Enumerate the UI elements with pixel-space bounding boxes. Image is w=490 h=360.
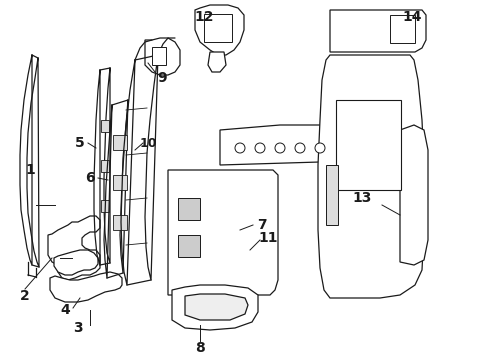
Text: 8: 8 <box>195 341 205 355</box>
Text: 2: 2 <box>20 289 30 303</box>
Text: 3: 3 <box>73 321 83 335</box>
Text: 13: 13 <box>352 191 372 205</box>
Bar <box>326 165 338 225</box>
Polygon shape <box>101 200 109 212</box>
Text: 14: 14 <box>402 10 422 24</box>
Polygon shape <box>113 215 127 230</box>
Polygon shape <box>185 294 248 320</box>
Text: 6: 6 <box>85 171 95 185</box>
Circle shape <box>295 143 305 153</box>
Text: 1: 1 <box>25 163 35 177</box>
Circle shape <box>315 143 325 153</box>
Polygon shape <box>208 52 226 72</box>
Circle shape <box>255 143 265 153</box>
Text: 10: 10 <box>139 136 157 149</box>
Polygon shape <box>101 120 109 132</box>
Text: 9: 9 <box>157 71 167 85</box>
Polygon shape <box>113 135 127 150</box>
Bar <box>178 198 200 220</box>
Bar <box>390 15 415 43</box>
Bar <box>178 235 200 257</box>
Text: 4: 4 <box>60 303 70 317</box>
Polygon shape <box>195 5 244 55</box>
Polygon shape <box>101 160 109 172</box>
Polygon shape <box>113 175 127 190</box>
Bar <box>152 47 166 65</box>
Text: 12: 12 <box>194 10 214 24</box>
Polygon shape <box>145 38 180 75</box>
Polygon shape <box>50 272 122 302</box>
Text: 5: 5 <box>75 136 85 150</box>
Polygon shape <box>220 125 345 165</box>
Bar <box>336 100 401 190</box>
Bar <box>204 14 232 42</box>
Polygon shape <box>54 250 98 275</box>
Text: 7: 7 <box>257 218 267 232</box>
Text: 11: 11 <box>258 231 278 245</box>
Circle shape <box>235 143 245 153</box>
Polygon shape <box>172 285 258 330</box>
Polygon shape <box>400 125 428 265</box>
Polygon shape <box>330 10 426 52</box>
Polygon shape <box>48 216 100 280</box>
Circle shape <box>275 143 285 153</box>
Polygon shape <box>168 170 278 295</box>
Polygon shape <box>318 55 424 298</box>
